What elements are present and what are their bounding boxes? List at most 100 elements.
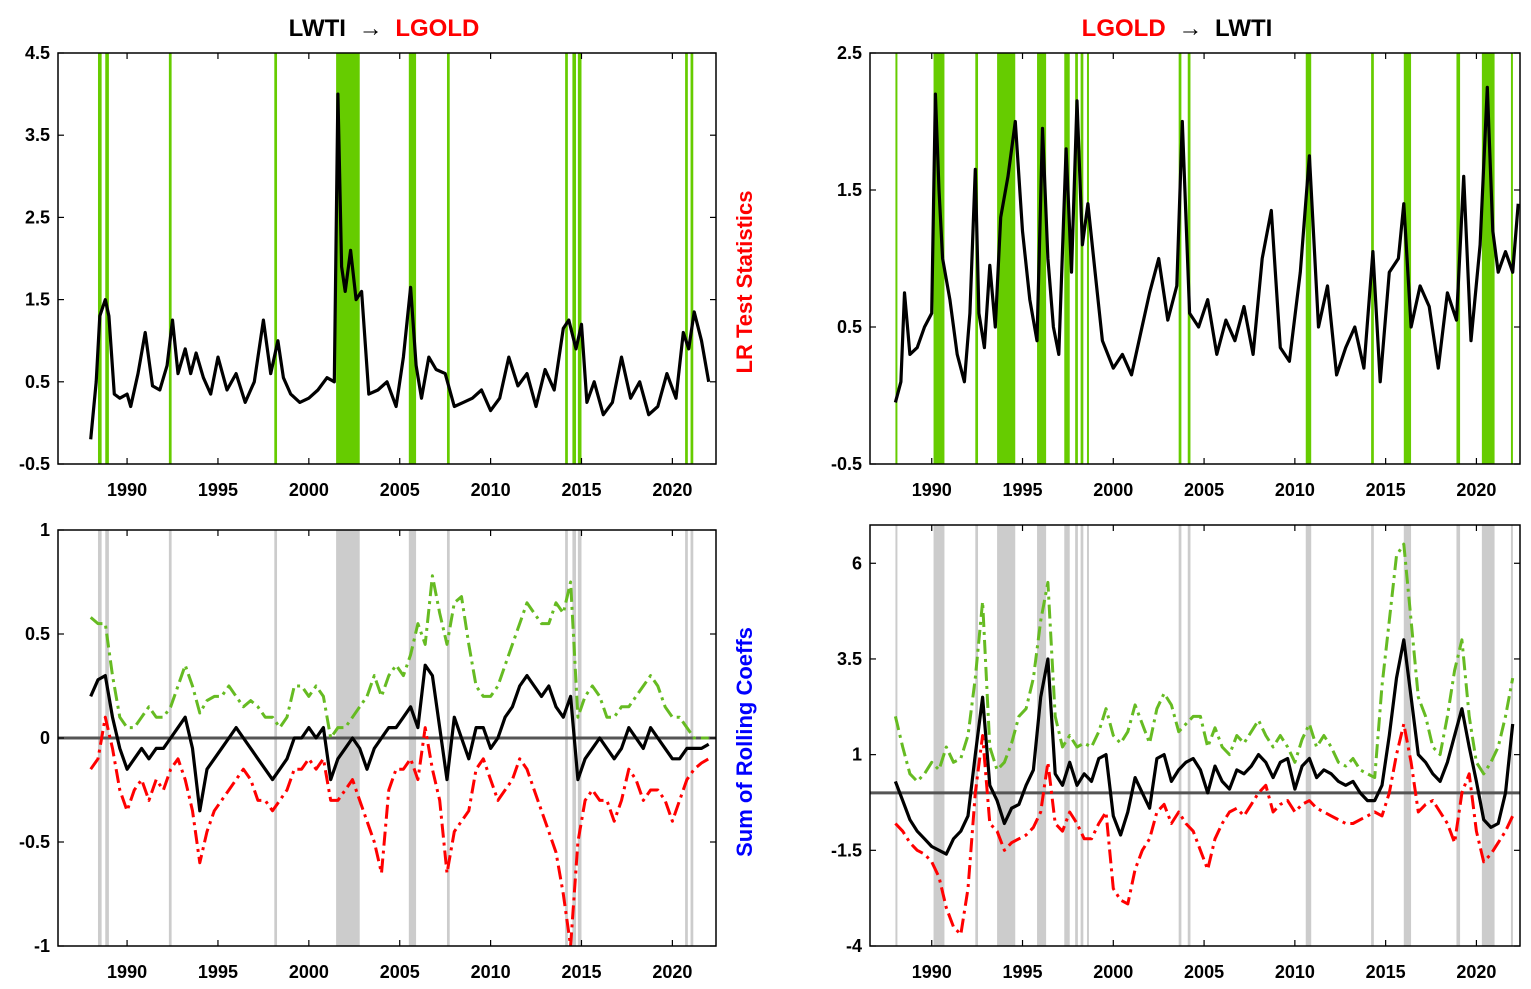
- shading-band-4: [1037, 53, 1047, 464]
- x-tick-label: 1995: [198, 480, 238, 500]
- shading-band-5: [1064, 53, 1070, 464]
- shading-band-4: [1037, 525, 1047, 946]
- x-tick-label: 2015: [1366, 480, 1406, 500]
- shading-band-8: [572, 53, 577, 464]
- x-tick-label: 2000: [289, 962, 329, 982]
- shading-band-10: [1187, 525, 1191, 946]
- y-tick-label: -0.5: [19, 454, 50, 474]
- x-tick-label: 2000: [1093, 962, 1133, 982]
- shading-band-15: [1481, 525, 1495, 946]
- y-tick-label: 1: [852, 745, 862, 765]
- x-tick-label: 1990: [107, 962, 147, 982]
- axes-frame: [869, 52, 1521, 465]
- x-tick-label: 2020: [1456, 962, 1496, 982]
- y-tick-label: -1.5: [831, 840, 862, 860]
- x-tick-label: 1990: [912, 480, 952, 500]
- panel-bottom-left: -1 -0.5 0 0.5 1 1990 1995 2000 2005 2010 2015 2020: [19, 520, 717, 982]
- y-tick-label: 0: [40, 728, 50, 748]
- y-tick-label: 0.5: [25, 624, 50, 644]
- x-tick-label: 2015: [1366, 962, 1406, 982]
- shading-band-1: [933, 53, 945, 464]
- y-tick-label: 1.5: [837, 180, 862, 200]
- shading-band-3: [274, 53, 278, 464]
- shading-band-7: [1080, 525, 1084, 946]
- series-line-estimate: [893, 638, 1515, 856]
- shading-band-0: [895, 53, 898, 464]
- y-tick-label: 1.5: [25, 290, 50, 310]
- shading-band-9: [577, 53, 582, 464]
- x-tick-label: 2010: [471, 962, 511, 982]
- axes-frame: [869, 524, 1521, 947]
- shading-band-6: [1075, 525, 1078, 946]
- title-top-left-arrow: →: [359, 15, 383, 42]
- y-tick-label: 1: [40, 520, 50, 540]
- series-line-lower: [89, 715, 710, 946]
- y-tick-label: -4: [846, 936, 862, 956]
- y-tick-label: -1: [34, 936, 50, 956]
- x-tick-label: 2005: [380, 962, 420, 982]
- x-tick-label: 2005: [380, 480, 420, 500]
- x-tick-label: 2015: [561, 480, 601, 500]
- shading-band-7: [1080, 53, 1084, 464]
- series-line-estimate: [89, 663, 710, 813]
- shading-band-7: [565, 53, 568, 464]
- title-top-right-from: LGOLD: [1082, 15, 1166, 42]
- panel-top-right: -0.5 0.5 1.5 2.5 1990 1995 2000 2005 2010 2015 202…: [831, 43, 1521, 500]
- x-tick-label: 2005: [1184, 480, 1224, 500]
- series-line-upper: [89, 574, 709, 740]
- y-tick-label: 6: [852, 553, 862, 573]
- shading-band-5: [408, 53, 417, 464]
- shading-band-8: [1086, 53, 1089, 464]
- x-tick-label: 1995: [1002, 962, 1042, 982]
- title-top-left-from: LWTI: [289, 15, 346, 42]
- axes-frame: [57, 52, 717, 465]
- series-line-lower: [894, 722, 1515, 936]
- title-top-left: LWTI → LGOLD: [289, 15, 480, 42]
- x-tick-label: 2020: [1456, 480, 1496, 500]
- series-line-lr-statistic: [893, 85, 1520, 403]
- x-tick-label: 2000: [1093, 480, 1133, 500]
- shading-band-14: [1456, 525, 1461, 946]
- y-tick-label: 4.5: [25, 43, 50, 63]
- shading-band-5: [1064, 525, 1070, 946]
- x-tick-label: 2005: [1184, 962, 1224, 982]
- panel-bottom-right: -4 -1.5 1 3.5 6 1990 1995 2000 2005 2010 2015 2020: [831, 524, 1521, 982]
- y-tick-label: -0.5: [19, 832, 50, 852]
- x-tick-label: 2020: [652, 962, 692, 982]
- x-tick-label: 1990: [107, 480, 147, 500]
- shading-band-11: [1305, 525, 1312, 946]
- x-tick-label: 2020: [652, 480, 692, 500]
- y-tick-label: 0.5: [837, 317, 862, 337]
- x-tick-label: 2010: [1275, 962, 1315, 982]
- y-tick-label: 2.5: [837, 43, 862, 63]
- shading-band-16: [1510, 53, 1513, 464]
- x-tick-label: 1995: [198, 962, 238, 982]
- shading-band-8: [1086, 525, 1089, 946]
- series-line-lr-statistic: [89, 92, 711, 440]
- title-top-right-to: LWTI: [1215, 15, 1272, 42]
- y-tick-label: -0.5: [831, 454, 862, 474]
- series-line-upper: [893, 542, 1515, 783]
- title-top-right-arrow: →: [1178, 15, 1202, 42]
- shading-band-11: [690, 53, 694, 464]
- x-tick-label: 2010: [1275, 480, 1315, 500]
- x-tick-label: 2000: [289, 480, 329, 500]
- panel-top-left: -0.5 0.5 1.5 2.5 3.5 4.5 1990 1995 2000 2005 2010 2…: [19, 43, 717, 500]
- shading-band-1: [105, 53, 109, 464]
- shading-band-0: [895, 525, 898, 946]
- shading-band-9: [1178, 53, 1182, 464]
- title-top-left-to: LGOLD: [395, 15, 479, 42]
- shading-band-6: [1075, 53, 1078, 464]
- x-tick-label: 1990: [912, 962, 952, 982]
- y-tick-label: 0.5: [25, 372, 50, 392]
- shading-band-9: [1178, 525, 1182, 946]
- shading-band-1: [933, 525, 945, 946]
- y-tick-label: 3.5: [25, 125, 50, 145]
- x-tick-label: 1995: [1002, 480, 1042, 500]
- title-top-right: LGOLD → LWTI: [1082, 15, 1273, 42]
- ylabel-bottom: Sum of Rolling Coeffs: [732, 627, 757, 857]
- shading-band-11: [1305, 53, 1312, 464]
- shading-band-2: [168, 53, 172, 464]
